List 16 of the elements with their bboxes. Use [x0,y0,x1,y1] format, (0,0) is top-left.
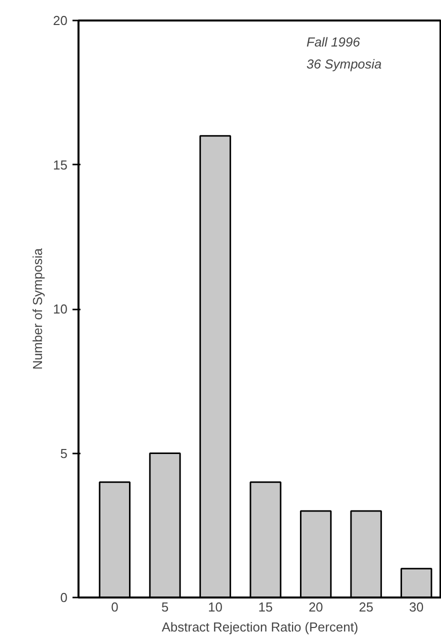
y-tick-label: 5 [60,446,68,461]
y-tick-label: 15 [53,157,68,172]
y-tick-label: 10 [53,302,68,316]
x-tick-label: 15 [258,600,273,614]
x-axis-title: Abstract Rejection Ratio (Percent) [162,620,358,634]
x-tick-label: 30 [409,600,424,614]
y-axis-title: Number of Symposia [30,248,46,370]
x-tick-label: 20 [308,600,324,614]
annotation: 36 Symposia [306,56,382,72]
x-tick-label: 25 [358,600,374,614]
y-tick-label: 0 [60,590,68,605]
x-tick-label: 10 [208,600,222,614]
y-tick-label: 20 [53,13,68,28]
x-tick-label: 5 [161,600,169,614]
annotation: Fall 1996 [306,34,361,50]
x-tick-label: 0 [111,600,118,614]
